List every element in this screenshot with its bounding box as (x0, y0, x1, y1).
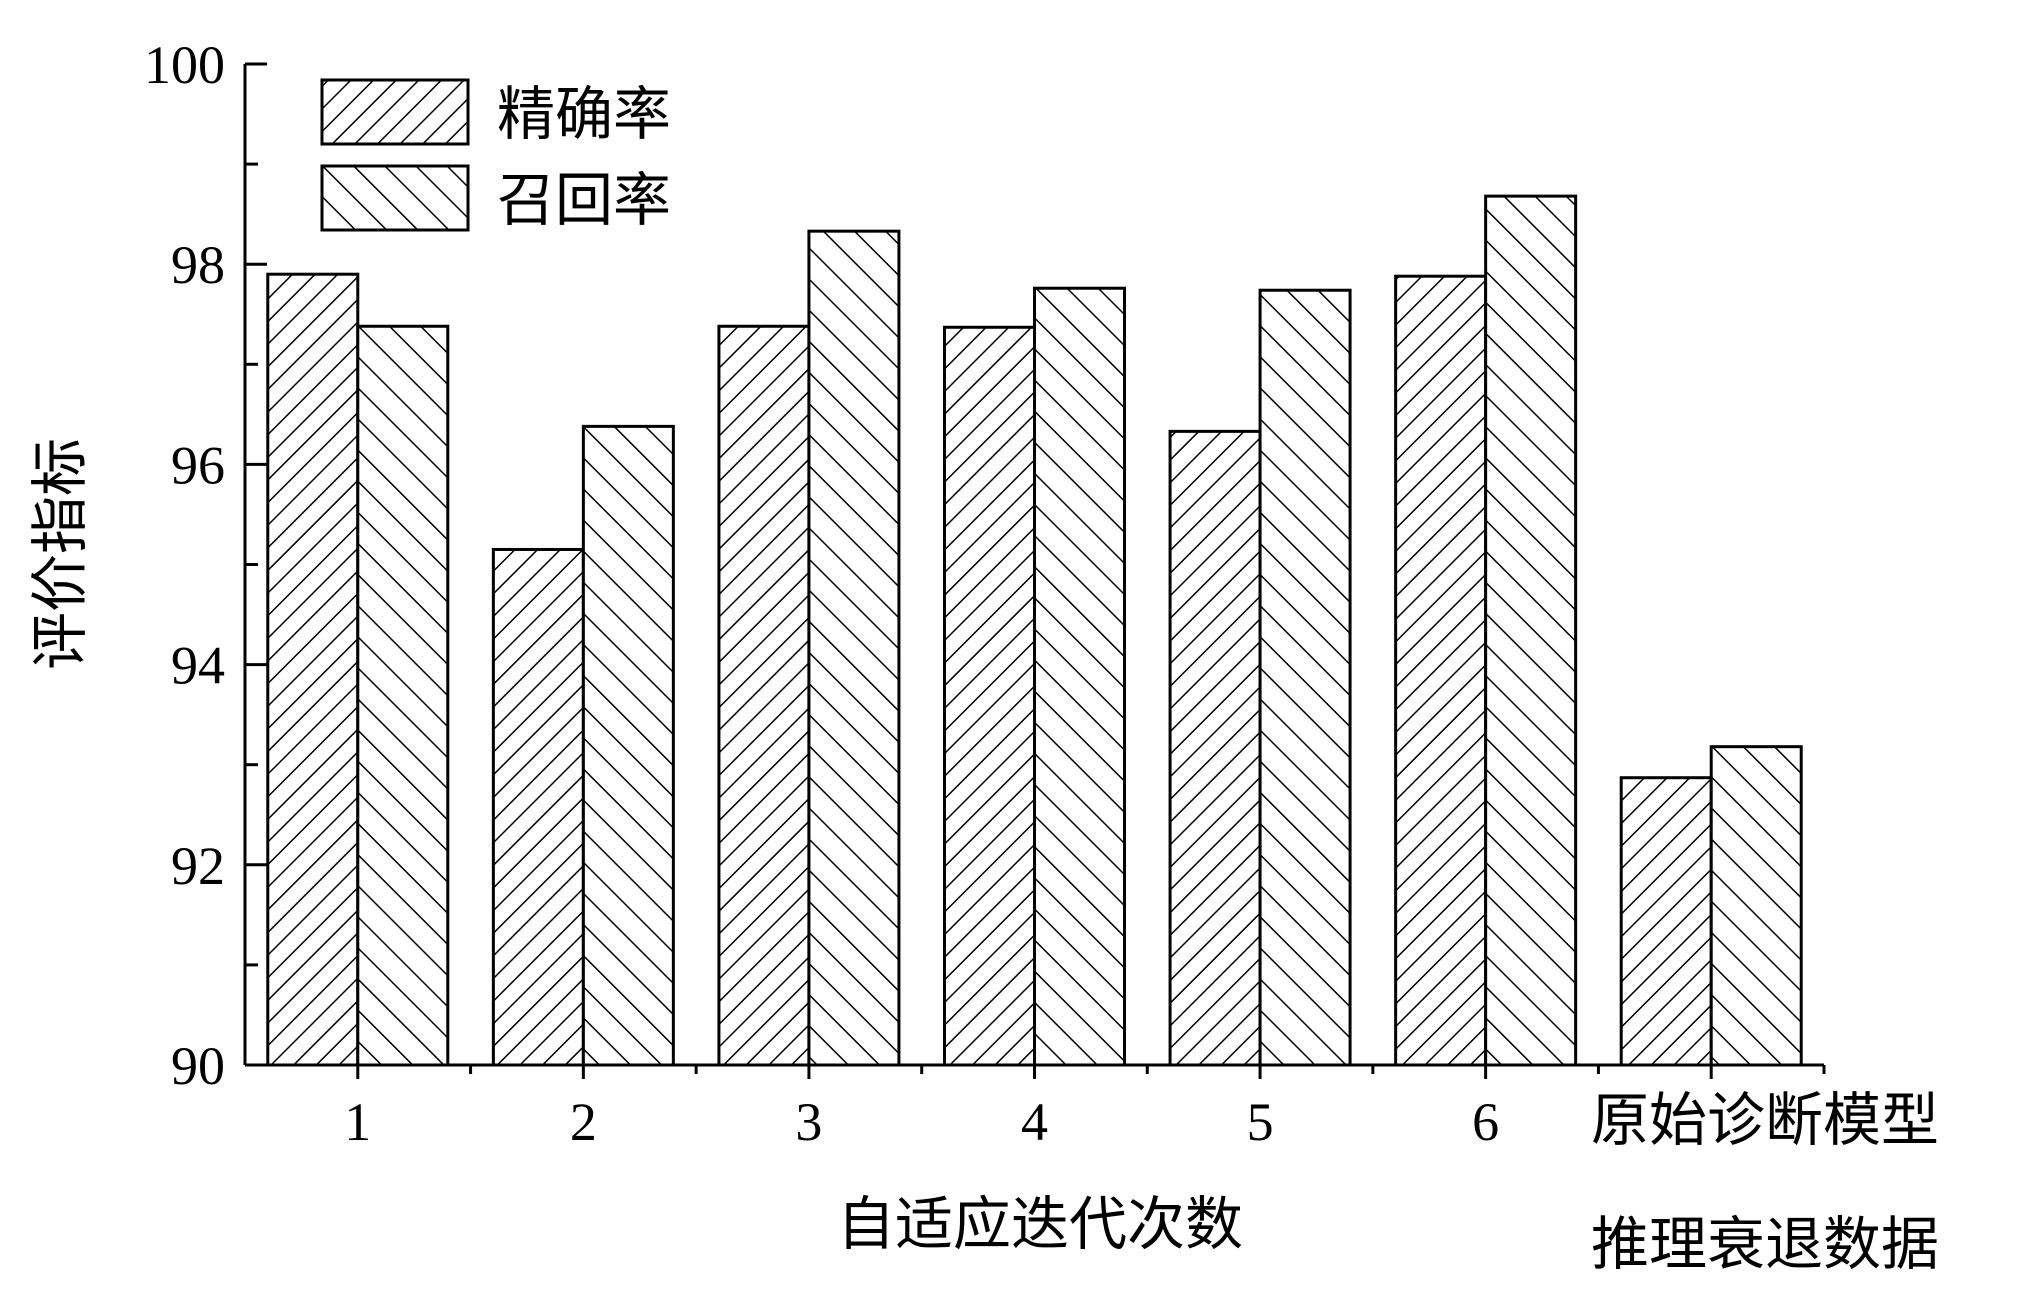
y-tick-label: 90 (171, 1036, 225, 1096)
legend-label-precision: 精确率 (497, 80, 671, 148)
y-tick-label: 100 (144, 35, 225, 95)
x-tick-label: 5 (1247, 1092, 1274, 1152)
bar-precision (1619, 776, 1713, 1067)
x-tick-label: 1 (344, 1092, 371, 1152)
bar-precision (1168, 429, 1262, 1067)
legend-swatch-precision (320, 78, 470, 146)
legend: 精确率 召回率 (320, 78, 671, 234)
extra-category-label: 推理衰退数据 (1591, 1210, 1939, 1278)
y-tick-label: 98 (171, 235, 225, 295)
bar-precision (717, 324, 811, 1067)
x-tick-label: 3 (795, 1092, 822, 1152)
y-tick-label: 92 (171, 836, 225, 896)
x-tick-label: 2 (570, 1092, 597, 1152)
x-axis-label: 自适应迭代次数 (837, 1190, 1243, 1258)
y-axis-label: 评价指标 (26, 438, 94, 670)
labels: 90 92 94 96 98 100 1 2 3 4 5 6 原始诊断模型 (144, 35, 1939, 1154)
bar-recall (581, 424, 675, 1067)
bar-recall (1484, 194, 1578, 1067)
bar-precision (943, 325, 1036, 1067)
bar-recall (356, 324, 450, 1067)
bar-recall (1709, 745, 1803, 1067)
bar-precision (266, 272, 360, 1067)
bar-precision (491, 547, 585, 1067)
bar-recall (1258, 288, 1352, 1067)
x-tick-label: 6 (1472, 1092, 1499, 1152)
legend-label-recall: 召回率 (497, 166, 671, 234)
y-tick-label: 94 (171, 636, 225, 696)
bar-precision (1394, 274, 1488, 1067)
y-tick-label: 96 (171, 435, 225, 495)
bars (266, 194, 1803, 1067)
x-tick-label: 原始诊断模型 (1591, 1086, 1939, 1154)
bar-recall (807, 229, 901, 1067)
legend-swatch-recall (320, 164, 470, 232)
bar-recall (1033, 286, 1126, 1067)
x-tick-label: 4 (1021, 1092, 1048, 1152)
